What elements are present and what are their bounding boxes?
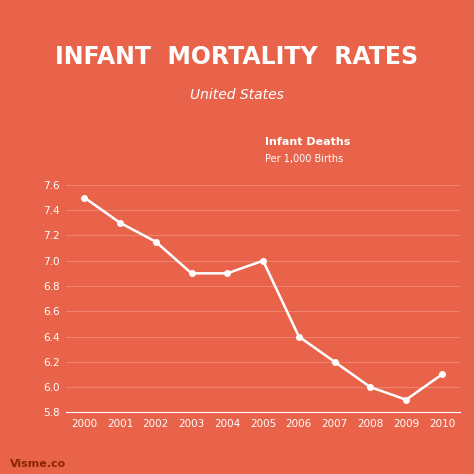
Text: Per 1,000 Births: Per 1,000 Births <box>265 154 344 164</box>
Text: Infant Deaths: Infant Deaths <box>265 137 351 147</box>
Text: United States: United States <box>190 88 284 102</box>
Text: INFANT  MORTALITY  RATES: INFANT MORTALITY RATES <box>55 45 419 69</box>
Text: Visme.co: Visme.co <box>9 459 66 469</box>
